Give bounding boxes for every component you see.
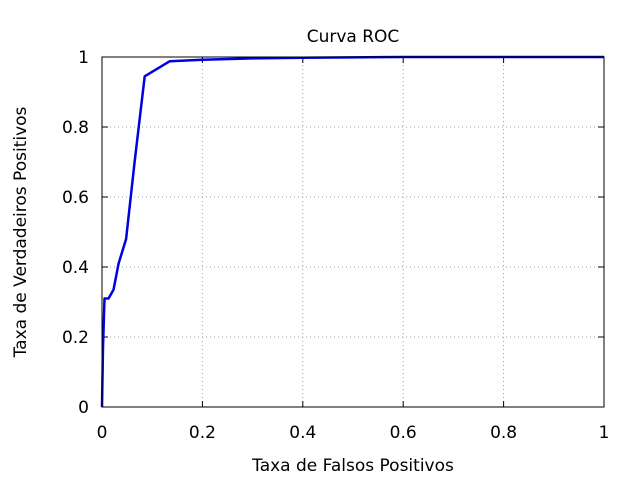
y-tick-label: 1: [78, 48, 89, 68]
y-tick-labels: 0 0.2 0.4 0.6 0.8 1: [62, 48, 89, 418]
y-tick-label: 0.8: [62, 118, 89, 138]
x-tick-label: 1: [599, 423, 610, 443]
x-tick-label: 0.8: [490, 423, 517, 443]
series-layer: [100, 55, 604, 408]
plot-frame: [101, 56, 605, 408]
roc-curve-line: [100, 55, 604, 408]
y-tick-label: 0.2: [62, 328, 89, 348]
x-tick-label: 0.6: [390, 423, 417, 443]
grid-lines: [102, 57, 604, 407]
y-axis-label: Taxa de Verdadeiros Positivos: [11, 106, 31, 358]
axis-ticks: [101, 56, 605, 408]
y-tick-label: 0: [78, 398, 89, 418]
y-tick-label: 0.4: [62, 258, 89, 278]
x-axis-label: Taxa de Falsos Positivos: [251, 456, 454, 476]
y-tick-label: 0.6: [62, 188, 89, 208]
x-tick-label: 0.2: [189, 423, 216, 443]
chart-title: Curva ROC: [307, 27, 400, 47]
x-tick-label: 0.4: [289, 423, 316, 443]
x-tick-label: 0: [97, 423, 108, 443]
x-tick-labels: 0 0.2 0.4 0.6 0.8 1: [97, 423, 610, 443]
